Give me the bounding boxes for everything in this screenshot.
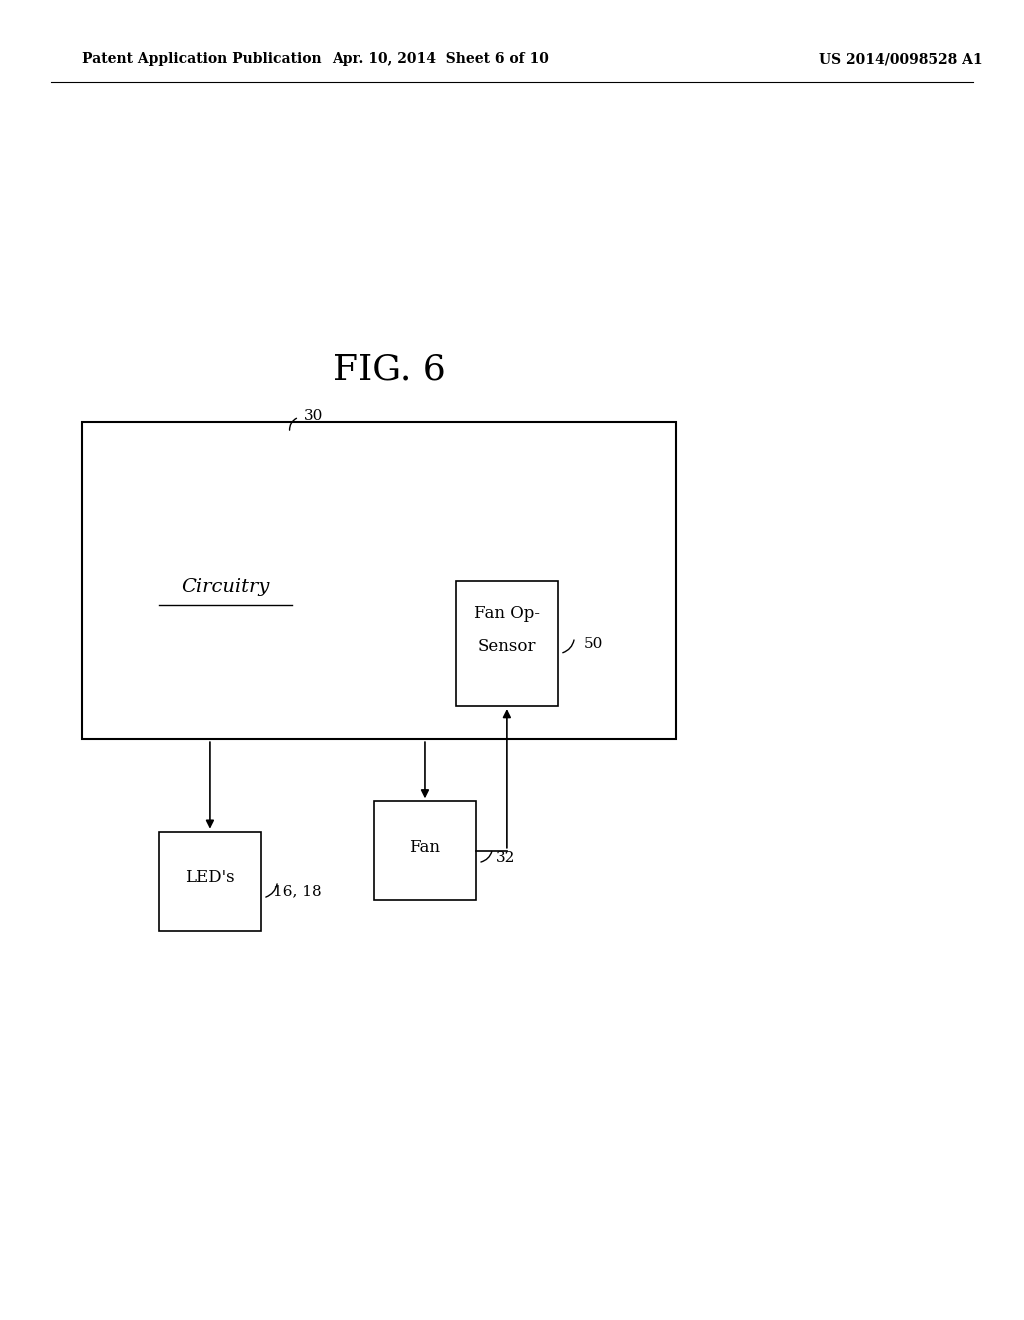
FancyBboxPatch shape [82, 422, 676, 739]
Text: LED's: LED's [185, 870, 234, 886]
Text: Fan Op-: Fan Op- [474, 606, 540, 622]
Text: Fan: Fan [410, 840, 440, 855]
Text: Sensor: Sensor [477, 639, 537, 655]
Text: Circuitry: Circuitry [181, 578, 269, 597]
Text: Apr. 10, 2014  Sheet 6 of 10: Apr. 10, 2014 Sheet 6 of 10 [332, 53, 549, 66]
FancyBboxPatch shape [374, 801, 476, 900]
FancyBboxPatch shape [159, 832, 261, 931]
FancyBboxPatch shape [456, 581, 558, 706]
Text: 32: 32 [496, 851, 515, 865]
Text: Patent Application Publication: Patent Application Publication [82, 53, 322, 66]
Text: 16, 18: 16, 18 [273, 884, 322, 898]
Text: 30: 30 [304, 409, 324, 422]
Text: US 2014/0098528 A1: US 2014/0098528 A1 [819, 53, 983, 66]
Text: FIG. 6: FIG. 6 [333, 352, 445, 387]
Text: 50: 50 [584, 638, 603, 651]
